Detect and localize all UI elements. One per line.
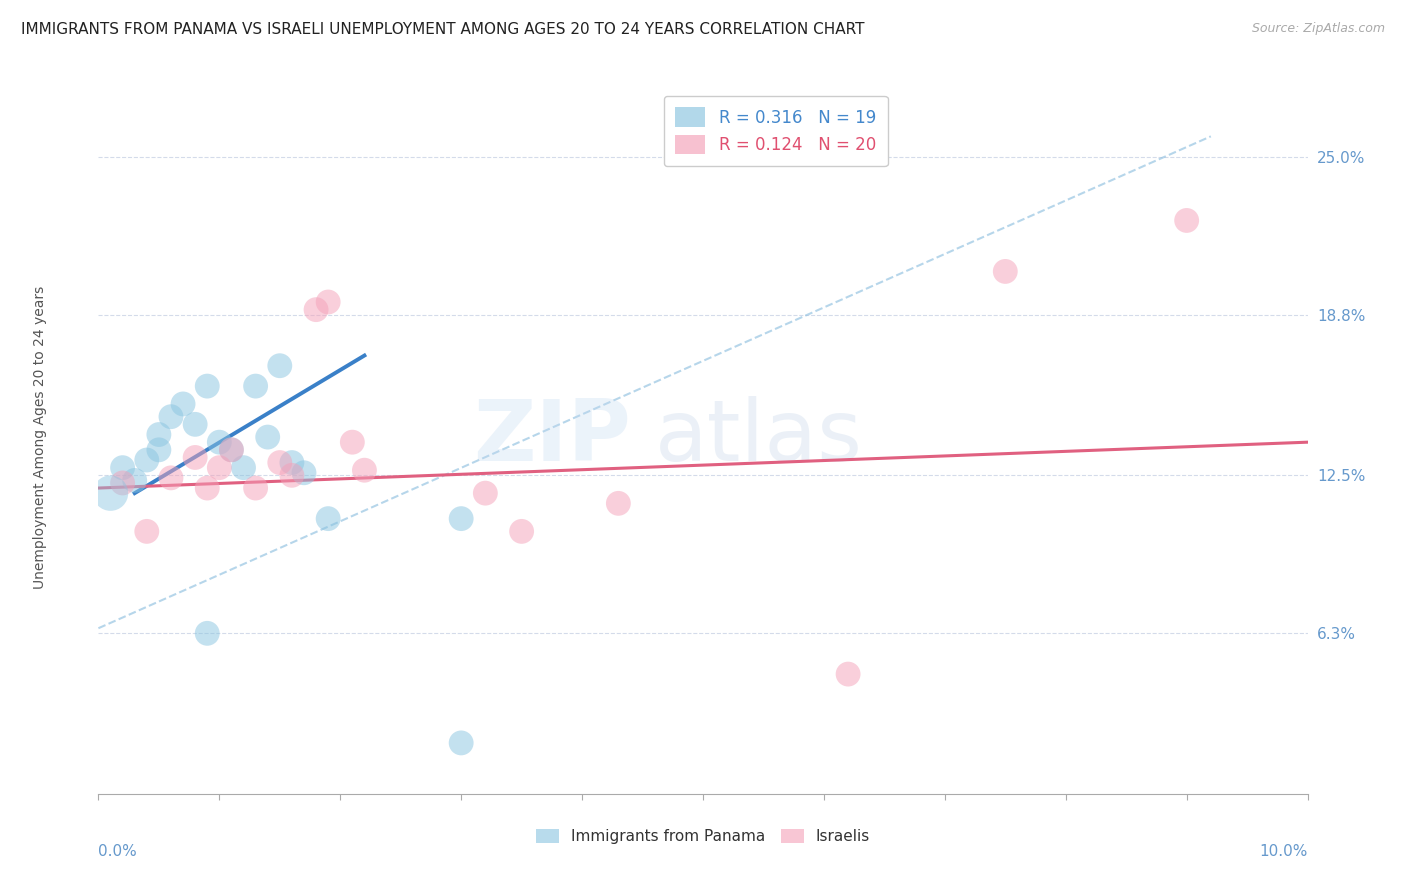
Point bbox=[292, 466, 315, 480]
Text: Unemployment Among Ages 20 to 24 years: Unemployment Among Ages 20 to 24 years bbox=[34, 285, 48, 589]
Point bbox=[1175, 213, 1198, 227]
Point bbox=[245, 379, 267, 393]
Point bbox=[281, 468, 304, 483]
Point bbox=[111, 475, 134, 490]
Point bbox=[100, 486, 122, 500]
Point bbox=[994, 264, 1017, 278]
Text: ZIP: ZIP bbox=[472, 395, 630, 479]
Text: 0.0%: 0.0% bbox=[98, 844, 138, 859]
Point bbox=[305, 302, 328, 317]
Point bbox=[195, 481, 218, 495]
Point bbox=[221, 442, 243, 457]
Text: Source: ZipAtlas.com: Source: ZipAtlas.com bbox=[1251, 22, 1385, 36]
Point bbox=[450, 736, 472, 750]
Point bbox=[160, 471, 183, 485]
Point bbox=[208, 460, 231, 475]
Point bbox=[195, 626, 218, 640]
Point bbox=[221, 442, 243, 457]
Point bbox=[269, 456, 291, 470]
Point bbox=[111, 460, 134, 475]
Point bbox=[135, 453, 157, 467]
Point bbox=[607, 496, 630, 510]
Point bbox=[135, 524, 157, 539]
Point bbox=[184, 450, 207, 465]
Point bbox=[510, 524, 533, 539]
Point bbox=[316, 511, 339, 525]
Point bbox=[124, 474, 146, 488]
Point bbox=[232, 460, 254, 475]
Text: 10.0%: 10.0% bbox=[1260, 844, 1308, 859]
Point bbox=[148, 442, 170, 457]
Point bbox=[256, 430, 278, 444]
Point bbox=[208, 435, 231, 450]
Point bbox=[245, 481, 267, 495]
Point bbox=[450, 511, 472, 525]
Point bbox=[172, 397, 194, 411]
Text: atlas: atlas bbox=[655, 395, 863, 479]
Point bbox=[269, 359, 291, 373]
Point bbox=[195, 379, 218, 393]
Point bbox=[184, 417, 207, 432]
Legend: Immigrants from Panama, Israelis: Immigrants from Panama, Israelis bbox=[530, 823, 876, 850]
Point bbox=[353, 463, 375, 477]
Point bbox=[474, 486, 496, 500]
Text: IMMIGRANTS FROM PANAMA VS ISRAELI UNEMPLOYMENT AMONG AGES 20 TO 24 YEARS CORRELA: IMMIGRANTS FROM PANAMA VS ISRAELI UNEMPL… bbox=[21, 22, 865, 37]
Point bbox=[160, 409, 183, 424]
Point bbox=[281, 456, 304, 470]
Point bbox=[148, 427, 170, 442]
Point bbox=[316, 295, 339, 310]
Point bbox=[342, 435, 364, 450]
Point bbox=[837, 667, 859, 681]
